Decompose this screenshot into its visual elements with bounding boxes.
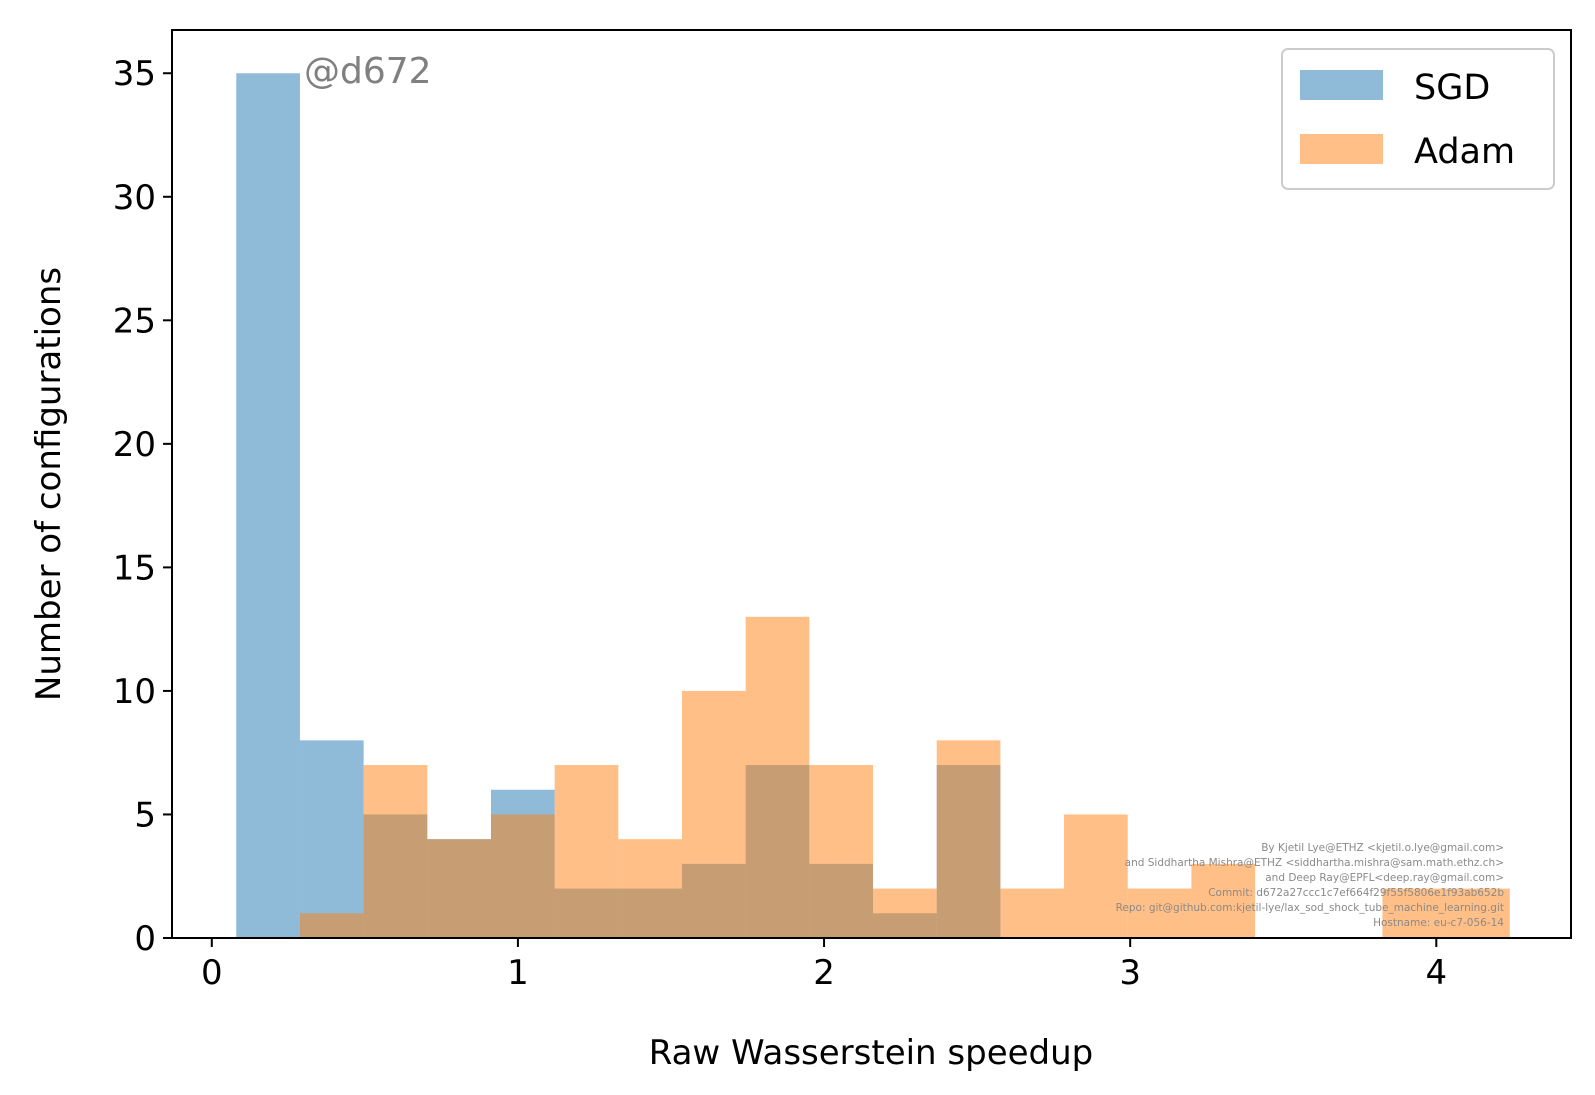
legend-swatch-sgd bbox=[1300, 70, 1383, 100]
y-tick-label: 0 bbox=[134, 919, 156, 959]
adam-bar bbox=[873, 888, 937, 938]
credits-block: By Kjetil Lye@ETHZ <kjetil.o.lye@gmail.c… bbox=[1116, 842, 1505, 929]
x-tick-label: 1 bbox=[507, 953, 529, 993]
adam-bar bbox=[1000, 888, 1065, 938]
adam-bar bbox=[1064, 814, 1128, 938]
legend: SGD Adam bbox=[1281, 48, 1555, 190]
y-tick-label: 15 bbox=[113, 548, 156, 588]
sgd-bar bbox=[236, 73, 300, 939]
y-tick-label: 5 bbox=[134, 795, 156, 835]
adam-bar bbox=[745, 616, 810, 938]
y-axis-ticks: 0 5 10 15 20 25 30 35 bbox=[113, 54, 172, 959]
plot-frame bbox=[171, 29, 1572, 939]
adam-bar bbox=[1446, 888, 1510, 938]
y-axis-label: Number of configurations bbox=[29, 267, 69, 701]
credit-line: and Deep Ray@EPFL<deep.ray@gmail.com> bbox=[1265, 872, 1504, 884]
x-tick-label: 4 bbox=[1425, 953, 1447, 993]
credit-line: Hostname: eu-c7-056-14 bbox=[1373, 917, 1504, 929]
legend-label-sgd: SGD bbox=[1414, 68, 1490, 108]
sgd-bar bbox=[299, 740, 364, 938]
adam-bar bbox=[1127, 888, 1192, 938]
adam-bar bbox=[554, 765, 619, 938]
x-tick-label: 0 bbox=[201, 953, 223, 993]
x-axis-label: Raw Wasserstein speedup bbox=[649, 1033, 1094, 1073]
adam-bar bbox=[809, 765, 874, 938]
x-axis-ticks: 0 1 2 3 4 bbox=[201, 938, 1447, 993]
legend-swatch-adam bbox=[1300, 134, 1383, 164]
x-tick-label: 3 bbox=[1119, 953, 1141, 993]
x-tick-label: 2 bbox=[813, 953, 835, 993]
credit-line: Commit: d672a27ccc1c7ef664f29f55f5806e1f… bbox=[1208, 887, 1504, 899]
adam-bar bbox=[618, 839, 682, 938]
adam-bar bbox=[427, 839, 491, 938]
adam-bar bbox=[1191, 863, 1256, 938]
adam-bar bbox=[682, 690, 746, 938]
credit-line: and Siddhartha Mishra@ETHZ <siddhartha.m… bbox=[1125, 857, 1504, 869]
adam-bar bbox=[299, 913, 364, 938]
adam-bar bbox=[1382, 888, 1447, 938]
credit-line: Repo: git@github.com:kjetil-lye/lax_sod_… bbox=[1116, 902, 1504, 914]
chart-annotation: @d672 bbox=[304, 51, 432, 92]
adam-bar bbox=[936, 740, 1001, 938]
legend-label-adam: Adam bbox=[1414, 132, 1515, 172]
y-tick-label: 10 bbox=[113, 672, 156, 712]
y-tick-label: 30 bbox=[113, 178, 156, 218]
adam-bar bbox=[490, 814, 555, 938]
credit-line: By Kjetil Lye@ETHZ <kjetil.o.lye@gmail.c… bbox=[1261, 842, 1504, 854]
y-tick-label: 25 bbox=[113, 301, 156, 341]
y-tick-label: 20 bbox=[113, 425, 156, 465]
y-tick-label: 35 bbox=[113, 54, 156, 94]
adam-bar bbox=[363, 765, 428, 938]
adam-bars bbox=[299, 616, 1510, 938]
